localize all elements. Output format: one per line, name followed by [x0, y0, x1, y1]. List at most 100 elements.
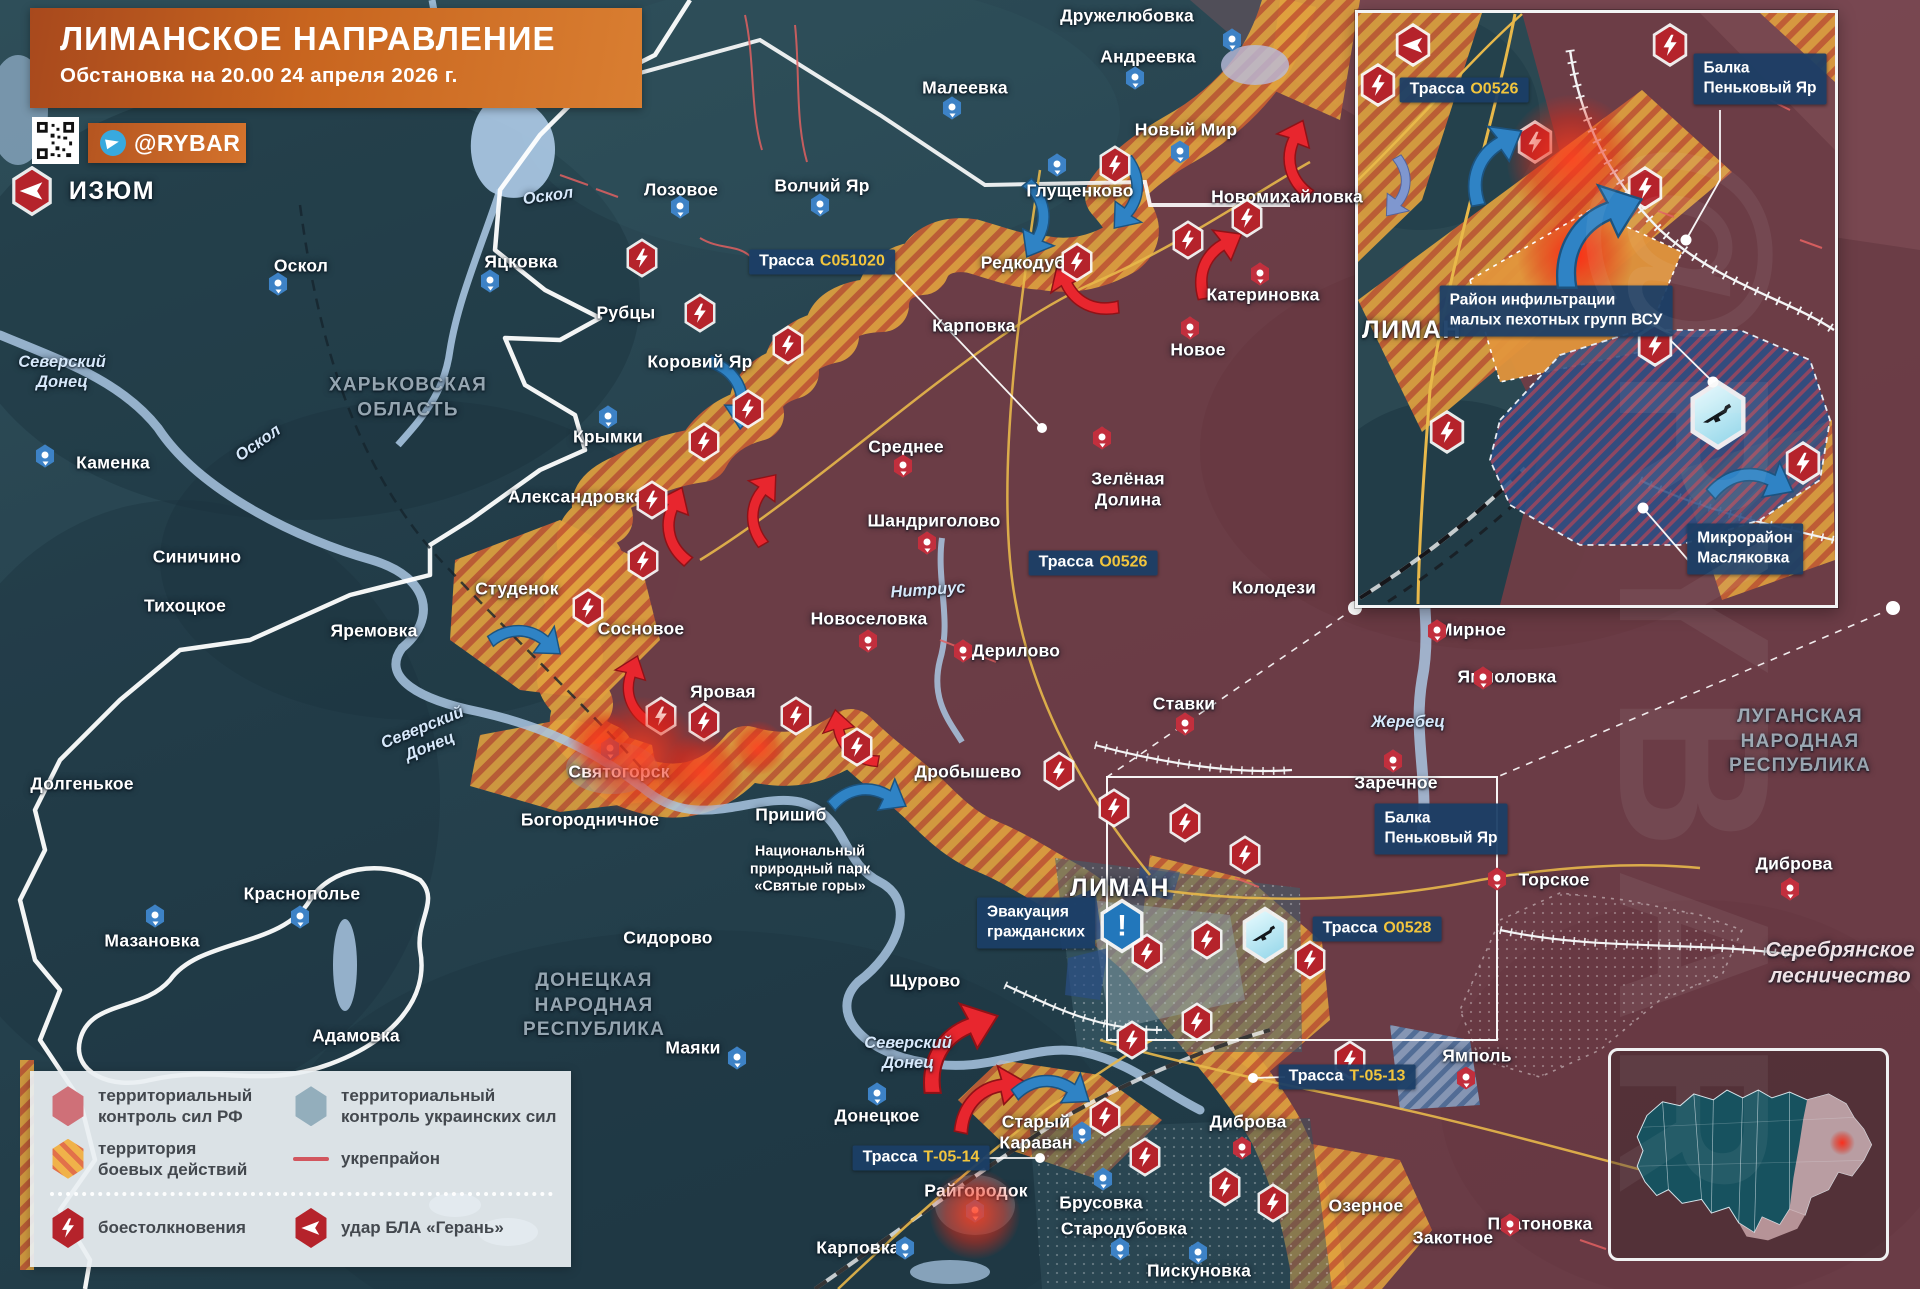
- telegram-badge[interactable]: @RYBAR: [88, 123, 246, 163]
- callout-label: Балка Пеньковый Яр: [1693, 53, 1827, 105]
- strike-glow: [568, 710, 632, 774]
- place-label: Карповка: [932, 315, 1016, 336]
- settlement-marker-rf-icon: [1175, 712, 1195, 736]
- telegram-icon: [100, 130, 126, 156]
- settlement-marker-ua-icon: [480, 269, 500, 293]
- place-label: Катериновка: [1206, 284, 1320, 305]
- settlement-marker-ua-icon: [35, 444, 55, 468]
- place-label: Пришиб: [755, 804, 827, 825]
- clash-icon: [1294, 940, 1326, 980]
- river-label: Северский Донец: [18, 352, 106, 391]
- settlement-marker-ua-icon: [1125, 66, 1145, 90]
- clash-icon: [1116, 1020, 1148, 1060]
- place-label: Яремовка: [330, 620, 418, 641]
- road-label: Трасса О0526: [1399, 77, 1529, 103]
- clash-icon: [1089, 1097, 1121, 1137]
- settlement-marker-ua-icon: [1110, 1237, 1130, 1261]
- clash-icon: [1257, 1183, 1289, 1223]
- place-label: Редкодуб: [980, 252, 1066, 273]
- settlement-marker-ua-icon: [598, 405, 618, 429]
- strike-glow: [663, 732, 743, 812]
- place-label: Волчий Яр: [774, 175, 870, 196]
- callout-label: Район инфильтрации малых пехотных групп …: [1439, 285, 1673, 337]
- settlement-marker-ua-icon: [1072, 1121, 1092, 1145]
- settlement-marker-rf-icon: [1456, 1066, 1476, 1090]
- place-label: Диброва: [1755, 853, 1833, 874]
- settlement-marker-ua-icon: [1093, 1167, 1113, 1191]
- place-label: Краснополье: [243, 883, 361, 904]
- river-label: Оскол: [232, 421, 284, 465]
- strike-glow: [731, 721, 785, 775]
- place-label: Дерилово: [971, 640, 1061, 661]
- place-label: Адамовка: [312, 1025, 400, 1046]
- place-label: Яцковка: [484, 251, 558, 272]
- road-label: Трасса С051020: [749, 249, 895, 275]
- settlement-marker-rf-icon: [917, 531, 937, 555]
- settlement-marker-rf-icon: [858, 629, 878, 653]
- settlement-marker-ua-icon: [1170, 140, 1190, 164]
- region-label: ХАРЬКОВСКАЯ ОБЛАСТЬ: [329, 374, 487, 420]
- place-label: Ямполовка: [1457, 666, 1557, 687]
- place-label: Новый Мир: [1134, 119, 1238, 140]
- place-label: Среднее: [868, 436, 944, 457]
- clash-icon: [1043, 751, 1075, 791]
- place-label: Диброва: [1209, 1111, 1287, 1132]
- river-label: Оскол: [521, 183, 575, 209]
- map-subtitle: Обстановка на 20.00 24 апреля 2026 г.: [60, 64, 458, 87]
- clash-icon: [626, 238, 658, 278]
- legend-clash-icon: [52, 1208, 84, 1248]
- clash-icon: [1169, 803, 1201, 843]
- legend-drone-icon: [295, 1208, 327, 1248]
- river-label: Жеребец: [1371, 712, 1445, 731]
- legend-item-label: боестолкновения: [98, 1218, 246, 1238]
- place-label: Серебрянское лесничество: [1765, 938, 1915, 987]
- legend-rf-hex-icon: [52, 1086, 84, 1127]
- clash-icon: [627, 541, 659, 581]
- settlement-marker-ua-icon: [895, 1236, 915, 1260]
- place-label: Глущенково: [1026, 180, 1134, 201]
- place-label: Новомихайловка: [1211, 186, 1363, 207]
- qr-code: [32, 117, 79, 164]
- legend-item: территориальный контроль украинских сил: [293, 1085, 557, 1128]
- place-label: Озерное: [1328, 1195, 1404, 1216]
- strike-glow: [930, 1169, 1020, 1259]
- clash-icon: [780, 696, 812, 736]
- legend-item-label: территориальный контроль украинских сил: [341, 1086, 557, 1127]
- clash-icon: [732, 389, 764, 429]
- place-label: Новое: [1170, 339, 1226, 360]
- place-label: Заречное: [1354, 772, 1438, 793]
- legend-item-label: территориальный контроль сил РФ: [98, 1086, 253, 1127]
- settlement-marker-ua-icon: [727, 1046, 747, 1070]
- legend: территориальный контроль сил РФ территори…: [30, 1071, 571, 1267]
- clash-icon: [572, 588, 604, 628]
- legend-fortline-icon: [293, 1156, 329, 1161]
- settlement-marker-rf-icon: [1180, 316, 1200, 340]
- river-label: Нитриус: [889, 578, 967, 602]
- clash-icon: [1429, 410, 1465, 454]
- legend-item-label: удар БЛА «Герань»: [341, 1218, 504, 1238]
- clash-icon: [1181, 1002, 1213, 1042]
- settlement-marker-ua-icon: [670, 195, 690, 219]
- place-label: Мирное: [1437, 619, 1507, 640]
- clash-icon: [684, 293, 716, 333]
- settlement-marker-ua-icon: [290, 905, 310, 929]
- place-label: Стародубовка: [1060, 1218, 1188, 1239]
- settlement-marker-rf-icon: [953, 639, 973, 663]
- settlement-marker-ua-icon: [867, 1082, 887, 1106]
- evacuation-exclamation: !: [1117, 909, 1127, 942]
- callout-label: Балка Пеньковый Яр: [1374, 803, 1508, 855]
- place-label: Торское: [1518, 869, 1590, 890]
- place-label: Ставки: [1152, 693, 1216, 714]
- legend-item-label: укрепрайон: [341, 1149, 441, 1169]
- legend-item: укрепрайон: [293, 1148, 553, 1169]
- place-label: Долгенькое: [30, 773, 134, 794]
- place-label: Синичино: [152, 546, 242, 567]
- settlement-marker-rf-icon: [1092, 426, 1112, 450]
- place-label: Крымки: [573, 426, 643, 447]
- place-label: Дружелюбовка: [1060, 5, 1194, 26]
- telegram-handle: @RYBAR: [134, 129, 241, 156]
- city-label: ИЗЮМ: [68, 176, 156, 205]
- settlement-marker-rf-icon: [1473, 666, 1493, 690]
- region-label: ЛУГАНСКАЯ НАРОДНАЯ РЕСПУБЛИКА: [1728, 705, 1872, 777]
- clash-icon: [1099, 145, 1131, 185]
